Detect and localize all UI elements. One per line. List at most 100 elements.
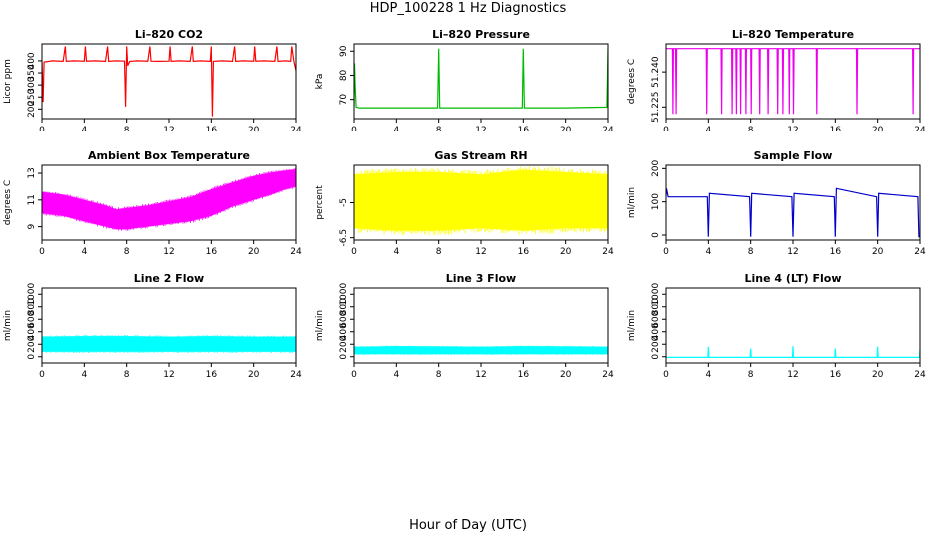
- x-tick-label: 12: [475, 370, 486, 380]
- x-tick-label: 12: [475, 126, 486, 131]
- y-tick-label: 100: [651, 193, 661, 210]
- x-tick-label: 8: [436, 126, 442, 131]
- x-tick-label: 24: [602, 247, 614, 257]
- y-tick-label: 800: [339, 298, 349, 315]
- y-tick-label: 1000: [27, 283, 37, 306]
- x-tick-label: 24: [602, 126, 614, 131]
- y-tick-label: 1000: [651, 283, 661, 306]
- y-tick-label: 400: [651, 323, 661, 340]
- y-tick-label: 0: [651, 354, 661, 360]
- x-tick-label: 12: [787, 126, 798, 131]
- x-tick-label: 0: [663, 126, 669, 131]
- series-line: [666, 187, 920, 238]
- y-tick-label: 1000: [339, 283, 349, 306]
- chart-sample-flow: Sample Flow ml/min 0 4 8 12 16 20 24 0 100 200: [627, 149, 926, 257]
- chart-title: Line 4 (LT) Flow: [745, 272, 842, 285]
- x-tick-label: 8: [124, 126, 130, 131]
- x-tick-label: 8: [124, 247, 130, 257]
- x-tick-label: 0: [39, 247, 45, 257]
- x-tick-label: 12: [163, 370, 174, 380]
- x-tick-label: 4: [81, 126, 87, 131]
- series-noise: [42, 167, 296, 231]
- x-tick-label: 24: [290, 370, 302, 380]
- x-tick-label: 0: [351, 370, 357, 380]
- x-tick-label: 8: [748, 126, 754, 131]
- y-axis-label: Licor ppm: [3, 59, 13, 104]
- x-tick-label: 0: [663, 247, 669, 257]
- x-tick-label: 8: [748, 370, 754, 380]
- y-axis-label: percent: [315, 185, 325, 220]
- x-tick-label: 0: [39, 126, 45, 131]
- y-tick-label: 90: [339, 45, 349, 57]
- y-tick-label: 80: [339, 69, 349, 81]
- x-tick-label: 16: [206, 370, 218, 380]
- chart-title: Li–820 Pressure: [432, 28, 530, 41]
- y-tick-label: 800: [651, 298, 661, 315]
- chart-title: Ambient Box Temperature: [88, 149, 250, 162]
- chart-line-3-flow: Line 3 Flow ml/min 0 4 8 12 16 20 24 0 20040060080…: [315, 272, 614, 380]
- y-tick-label: 200: [27, 335, 37, 352]
- x-tick-label: 4: [393, 126, 399, 131]
- x-tick-label: 12: [787, 247, 798, 257]
- x-tick-label: 16: [518, 247, 530, 257]
- y-axis-label: ml/min: [3, 310, 13, 341]
- x-tick-label: 16: [830, 370, 842, 380]
- x-tick-label: 4: [705, 126, 711, 131]
- x-tick-label: 4: [81, 247, 87, 257]
- y-tick-label: 350: [27, 64, 37, 81]
- chart-line-2-flow: Line 2 Flow ml/min 0 4 8 12 16 20 24 0 20040060080…: [3, 272, 302, 380]
- x-tick-label: 16: [518, 126, 530, 131]
- x-tick-label: 4: [81, 370, 87, 380]
- x-tick-label: 24: [914, 247, 926, 257]
- x-tick-label: 20: [560, 247, 572, 257]
- x-tick-label: 16: [830, 247, 842, 257]
- x-tick-label: 12: [163, 247, 174, 257]
- chart-title: Li–820 Temperature: [732, 28, 854, 41]
- x-tick-label: 0: [351, 126, 357, 131]
- y-tick-label: 0: [27, 354, 37, 360]
- y-tick-label: 800: [27, 298, 37, 315]
- figure-title: HDP_100228 1 Hz Diagnostics: [369, 1, 567, 16]
- chart-title: Line 3 Flow: [446, 272, 516, 285]
- y-tick-label: 250: [27, 88, 37, 105]
- y-tick-label: 51.240: [651, 56, 661, 88]
- y-tick-label: 200: [27, 100, 37, 117]
- x-tick-label: 24: [602, 370, 614, 380]
- y-tick-label: 13: [27, 167, 37, 178]
- chart-title: Sample Flow: [754, 149, 833, 162]
- x-axis-label: Hour of Day (UTC): [409, 518, 527, 533]
- y-axis-label: ml/min: [627, 310, 637, 341]
- x-tick-label: 16: [518, 370, 530, 380]
- x-tick-label: 16: [206, 247, 218, 257]
- y-tick-label: 400: [27, 52, 37, 69]
- chart-li820-temperature: Li–820 Temperature degrees C 0 4 8 12 16 20 24 51…: [627, 28, 926, 131]
- series-line: [42, 46, 296, 117]
- x-tick-label: 20: [560, 126, 572, 131]
- y-tick-label: 9: [27, 223, 37, 229]
- chart-li820-co2: Li–820 CO2 Licor ppm 0 4 8 12 16 20 24 2002503003…: [3, 28, 302, 131]
- y-tick-label: 600: [27, 310, 37, 327]
- y-tick-label: 70: [339, 94, 349, 106]
- x-tick-label: 16: [830, 126, 842, 131]
- y-tick-label: 0: [651, 232, 661, 238]
- y-tick-label: 400: [339, 323, 349, 340]
- chart-gas-stream-rh: Gas Stream RH percent 0 4 8 12 16 20 24 -6.5 -5: [315, 149, 614, 257]
- series-noise: [354, 345, 608, 355]
- y-axis-label: degrees C: [3, 180, 13, 225]
- chart-title: Li–820 CO2: [135, 28, 203, 41]
- y-tick-label: -6.5: [339, 229, 349, 247]
- x-tick-label: 20: [248, 126, 260, 131]
- x-tick-label: 8: [436, 247, 442, 257]
- x-tick-label: 24: [914, 126, 926, 131]
- x-tick-label: 8: [748, 247, 754, 257]
- y-tick-label: 51.225: [651, 92, 661, 124]
- x-tick-label: 16: [206, 126, 218, 131]
- y-axis-label: kPa: [315, 74, 325, 90]
- x-tick-label: 20: [872, 247, 884, 257]
- y-tick-label: 600: [651, 310, 661, 327]
- y-axis-label: ml/min: [315, 310, 325, 341]
- series-line: [354, 48, 608, 109]
- y-axis-label: degrees C: [627, 59, 637, 104]
- x-tick-label: 0: [663, 370, 669, 380]
- y-tick-label: 200: [651, 335, 661, 352]
